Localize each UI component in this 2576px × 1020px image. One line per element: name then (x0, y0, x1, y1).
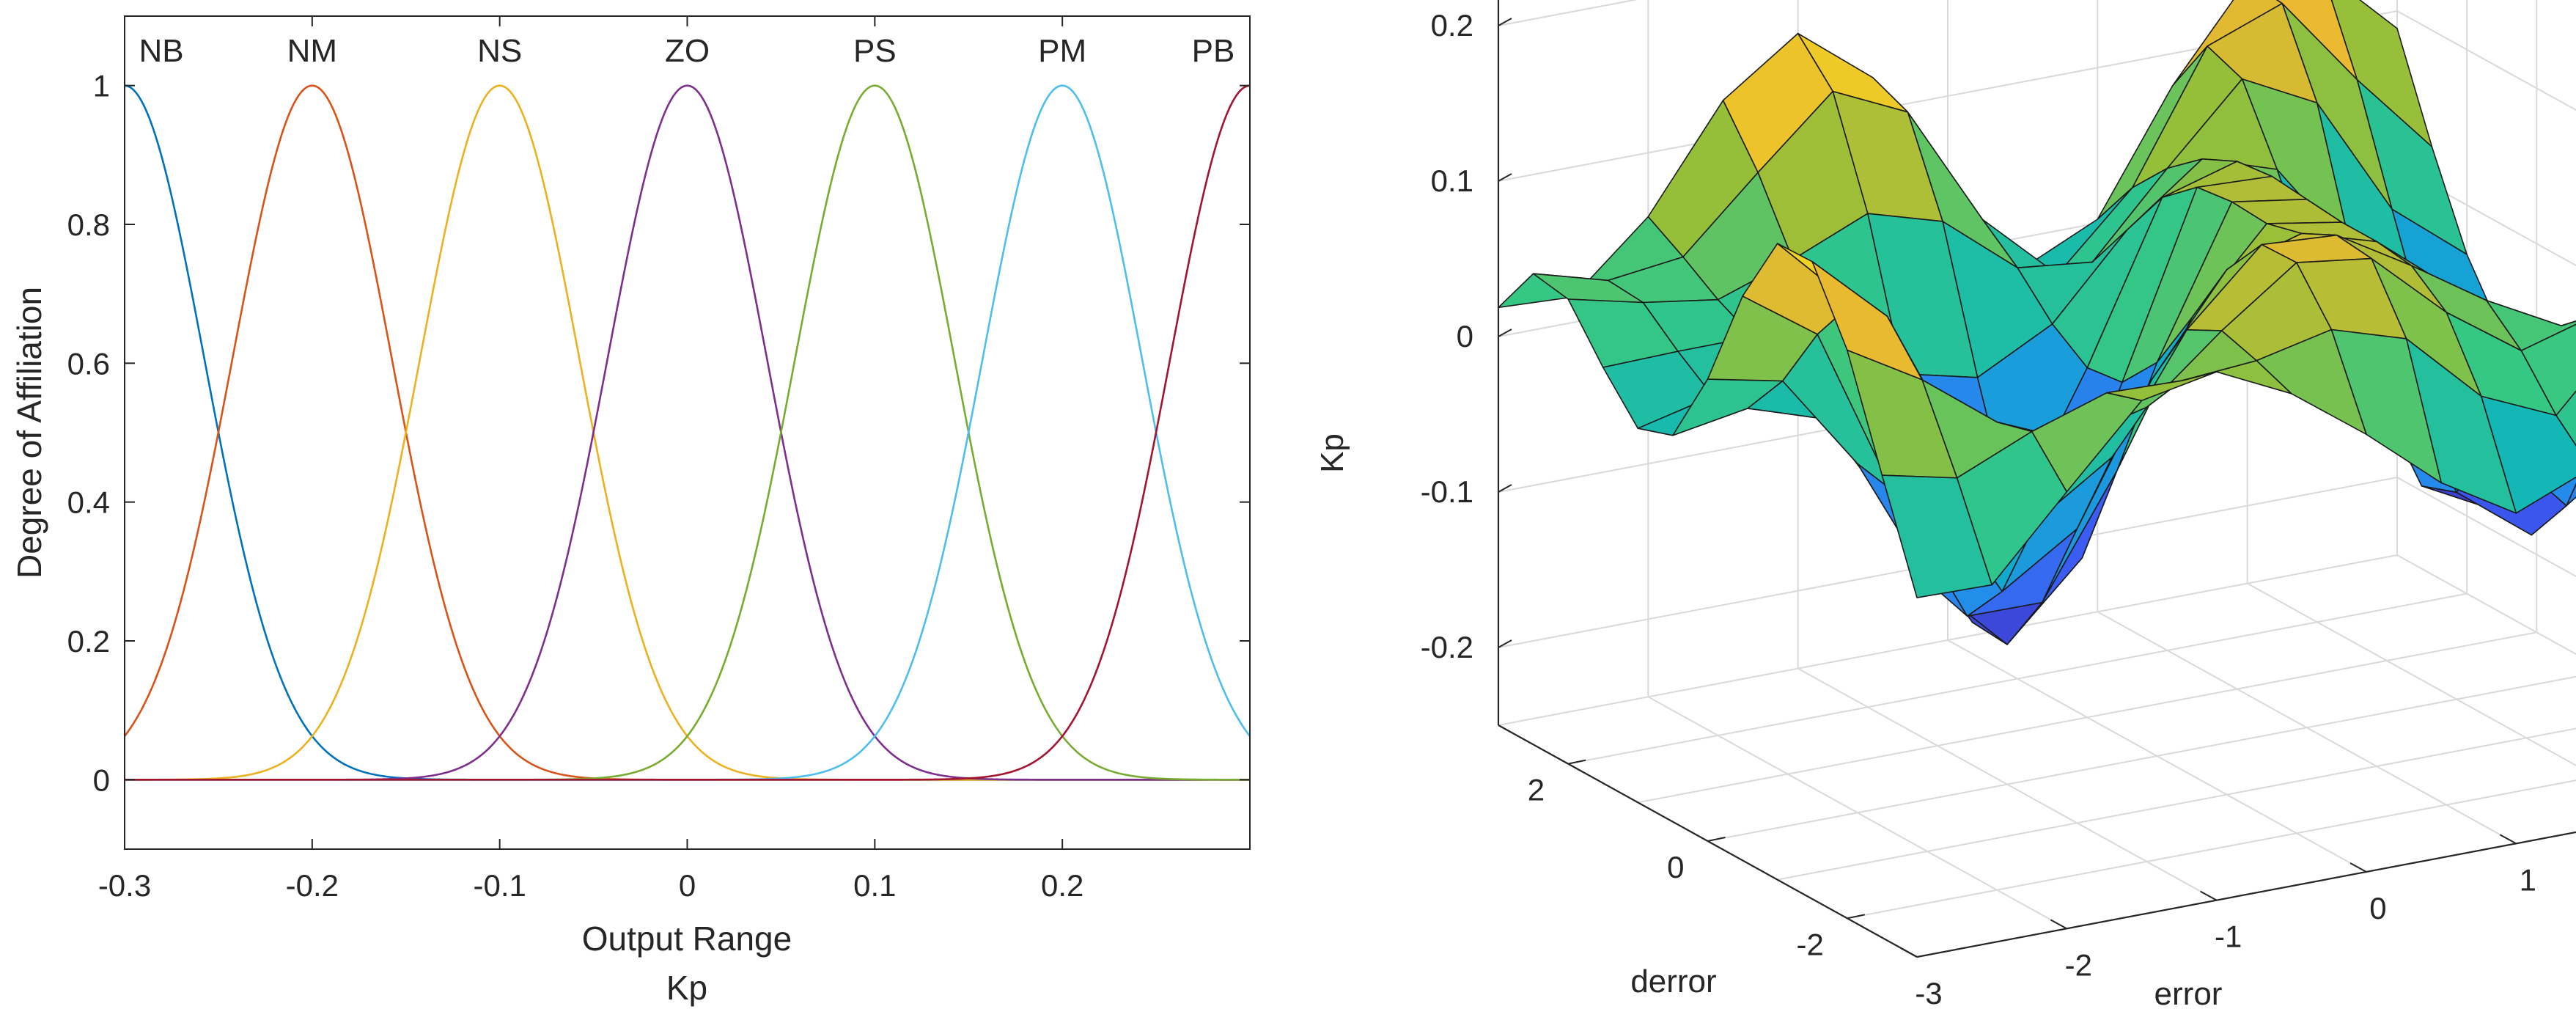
surface-axes: -0.2-0.100.10.2-202-3-2-10123 (1421, 0, 2576, 1010)
derror-tick-label: -2 (1796, 927, 1823, 961)
y-axis-label: Degree of Affiliation (10, 287, 48, 579)
y-tick-label: 1 (93, 69, 110, 103)
z-tick (1498, 484, 1512, 493)
curve-pb (125, 84, 1251, 781)
surface-chart: -0.2-0.100.10.2-202-3-2-10123 Kp derror … (1314, 0, 2576, 1012)
membership-curves (123, 84, 1251, 781)
error-tick-label: -1 (2215, 920, 2242, 954)
surface-patches (1498, 0, 2576, 645)
z-axis-label: Kp (1314, 433, 1350, 473)
error-tick-label: 0 (2369, 891, 2386, 925)
label-zo: ZO (665, 33, 710, 69)
y-tick-label: 0.2 (67, 624, 110, 658)
x-tick-label: -0.3 (98, 868, 151, 903)
z-tick (1498, 639, 1512, 648)
x-axis-label: Output Range (582, 920, 792, 958)
x-axis-label-error: error (2154, 976, 2223, 1012)
z-tick-label: 0.1 (1431, 164, 1473, 198)
error-tick (2499, 834, 2517, 845)
label-nm: NM (287, 33, 337, 69)
x-tick-label: 0 (679, 868, 696, 903)
label-pb: PB (1192, 33, 1235, 69)
label-ns: NS (477, 33, 522, 69)
x-tick-label: -0.2 (286, 868, 339, 903)
error-tick (1900, 947, 1918, 958)
x-tick-label: 0.1 (853, 868, 896, 903)
z-tick (1498, 18, 1512, 26)
z-tick-label: -0.1 (1421, 474, 1473, 509)
error-tick-label: -2 (2065, 947, 2092, 982)
y-tick-label: 0 (93, 763, 110, 797)
surface-patch (1881, 474, 1992, 598)
membership-labels: NB NM NS ZO PS PM PB (139, 33, 1234, 69)
y-tick-label: 0.4 (67, 485, 110, 520)
derror-tick (1567, 759, 1586, 765)
grid-line (2396, 554, 2576, 656)
x-tick-label: 0.2 (1041, 868, 1083, 903)
z-tick-label: -0.2 (1421, 630, 1473, 664)
y-tick-label: 0.8 (67, 208, 110, 242)
x-axis-label-2: Kp (666, 969, 707, 1007)
z-tick (1498, 329, 1512, 337)
label-nb: NB (139, 33, 183, 69)
z-tick-label: 0.2 (1431, 8, 1473, 43)
axis-ticks: -0.3 -0.2 -0.1 0 0.1 0.2 0 0.2 0.4 0.6 0.8 1 (67, 16, 1250, 903)
derror-tick-label: 2 (1528, 773, 1545, 807)
error-tick-label: 1 (2520, 862, 2536, 897)
label-ps: PS (853, 33, 897, 69)
y-axis-label-derror: derror (1630, 964, 1716, 999)
derror-tick-label: 0 (1667, 850, 1684, 884)
membership-function-chart: -0.3 -0.2 -0.1 0 0.1 0.2 0 0.2 0.4 0.6 0.8 1 NB NM NS… (10, 15, 1251, 1007)
label-pm: PM (1038, 33, 1086, 69)
y-tick-label: 0.6 (67, 346, 110, 381)
derror-tick (1707, 837, 1726, 842)
error-tick (2200, 890, 2218, 901)
grid-line (1498, 554, 2398, 726)
x-tick-label: -0.1 (473, 868, 526, 903)
derror-tick (1847, 914, 1866, 920)
z-tick (1498, 173, 1512, 182)
grid-line (1567, 592, 2468, 765)
error-tick (2349, 862, 2367, 873)
error-tick-label: -3 (1915, 976, 1942, 1010)
error-tick (2050, 919, 2067, 930)
z-tick-label: 0 (1457, 319, 1473, 353)
